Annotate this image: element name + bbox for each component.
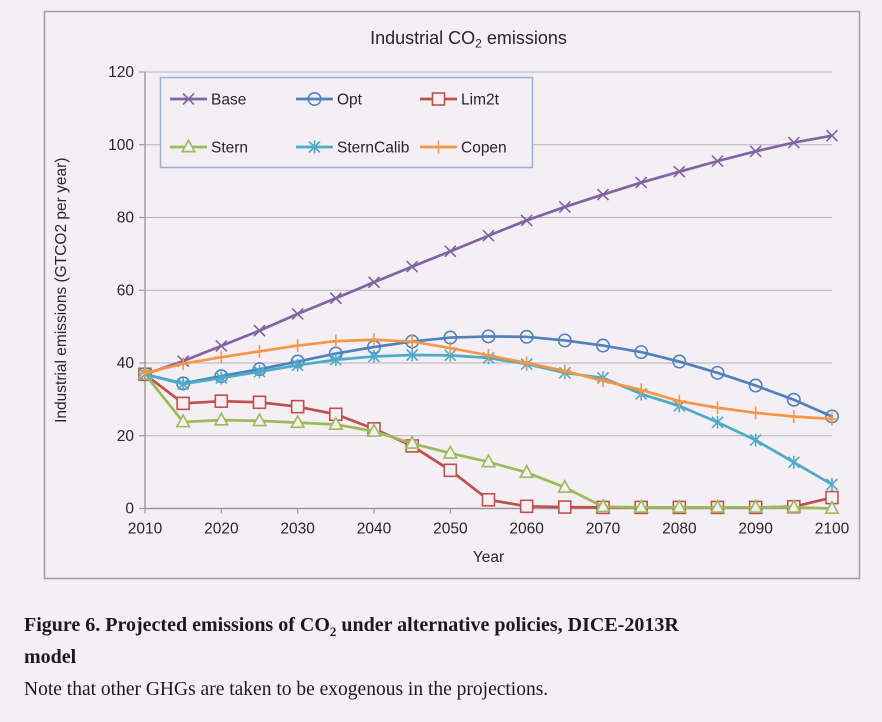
caption-note: Note that other GHGs are taken to be exo…: [24, 679, 549, 701]
caption-bold-pre: Figure 6. Projected emissions of CO: [24, 614, 330, 636]
legend-item-Lim2t: Lim2t: [420, 92, 500, 109]
y-tick-label-120: 120: [108, 64, 134, 81]
x-tick-label-2030: 2030: [280, 521, 315, 538]
caption-bold-post: under alternative policies, DICE-2013R: [336, 614, 679, 636]
y-tick-label-20: 20: [117, 428, 135, 445]
legend-item-Copen: Copen: [420, 140, 507, 157]
caption-title: Figure 6. Projected emissions of CO2 und…: [24, 610, 858, 673]
chart-panel: 0 20 40 60 80 100 120 2010 2020 2030 2040 2050 2060 2…: [43, 10, 861, 580]
series-markers-Stern: [137, 365, 840, 514]
x-tick-label-2080: 2080: [662, 521, 697, 538]
x-tick-label-2060: 2060: [509, 521, 544, 538]
legend-label-Copen: Copen: [461, 140, 507, 157]
y-axis-title: Industrial emissions (GTCO2 per year): [53, 158, 70, 423]
legend-item-SternCalib: SternCalib: [296, 140, 409, 157]
legend-label-Opt: Opt: [337, 92, 363, 109]
series-markers-Base: [138, 129, 839, 381]
legend-label-Base: Base: [211, 92, 246, 109]
y-tick-labels: 0 20 40 60 80 100 120: [108, 64, 134, 518]
series-Stern: [137, 365, 840, 514]
x-tick-label-2100: 2100: [815, 521, 850, 538]
chart-title: Industrial CO2 emissions: [370, 28, 567, 51]
legend-item-Stern: Stern: [170, 138, 248, 157]
x-tick-label-2090: 2090: [738, 521, 773, 538]
caption-line2: model: [24, 646, 77, 669]
caption-subscript: 2: [329, 624, 337, 639]
legend-label-SternCalib: SternCalib: [337, 140, 409, 157]
series-markers-Copen: [138, 333, 839, 426]
x-tick-label-2050: 2050: [433, 521, 468, 538]
x-tick-label-2070: 2070: [586, 521, 621, 538]
series-Copen: [138, 333, 839, 426]
x-tick-labels: 2010 2020 2030 2040 2050 2060 2070 2080 2090 2100: [128, 521, 850, 538]
y-tick-label-100: 100: [108, 137, 134, 154]
figure-caption: Figure 6. Projected emissions of CO2 und…: [24, 610, 858, 704]
legend-label-Lim2t: Lim2t: [461, 92, 500, 109]
x-tick-label-2040: 2040: [357, 521, 392, 538]
legend-item-Base: Base: [170, 92, 246, 109]
y-tick-label-80: 80: [117, 210, 135, 227]
legend-item-Opt: Opt: [296, 92, 363, 109]
series-Base: [138, 129, 839, 381]
y-tick-label-60: 60: [117, 282, 135, 299]
x-axis-title: Year: [473, 549, 504, 566]
y-tick-label-40: 40: [117, 355, 135, 372]
x-tick-label-2020: 2020: [204, 521, 239, 538]
legend-box: [159, 76, 534, 169]
x-tick-label-2010: 2010: [128, 521, 163, 538]
legend-label-Stern: Stern: [211, 140, 248, 157]
legend: Base Opt Lim2t Stern SternCalib Copen: [159, 76, 534, 169]
y-tick-label-0: 0: [125, 501, 134, 518]
